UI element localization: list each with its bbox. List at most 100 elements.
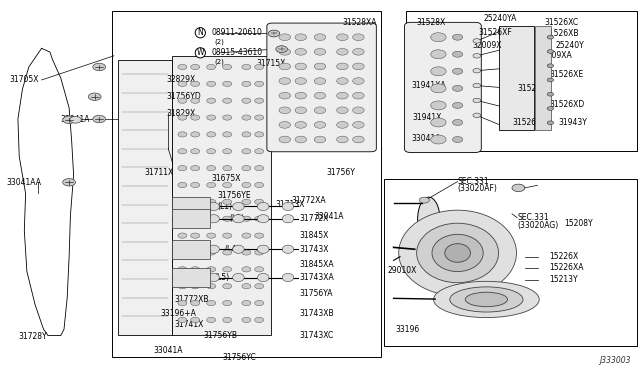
- Text: 32829X: 32829X: [166, 76, 196, 84]
- Circle shape: [337, 48, 348, 55]
- Text: W: W: [196, 48, 204, 57]
- Circle shape: [178, 182, 187, 187]
- Circle shape: [547, 121, 554, 125]
- Circle shape: [255, 301, 264, 306]
- Circle shape: [242, 149, 251, 154]
- Circle shape: [295, 63, 307, 70]
- Circle shape: [223, 283, 232, 289]
- Text: 25240Y: 25240Y: [556, 41, 584, 50]
- Circle shape: [242, 199, 251, 205]
- Circle shape: [314, 107, 326, 113]
- Circle shape: [223, 301, 232, 306]
- Text: 15208Y: 15208Y: [564, 219, 593, 228]
- Circle shape: [207, 199, 216, 205]
- Text: 31756YC: 31756YC: [223, 353, 257, 362]
- Ellipse shape: [257, 215, 269, 223]
- Bar: [172, 56, 271, 335]
- Text: 31845X: 31845X: [300, 231, 329, 240]
- Circle shape: [431, 135, 446, 144]
- Text: 31526XC: 31526XC: [544, 18, 578, 27]
- Circle shape: [191, 250, 200, 255]
- Circle shape: [223, 149, 232, 154]
- Ellipse shape: [208, 245, 220, 253]
- Circle shape: [93, 63, 106, 71]
- Circle shape: [207, 283, 216, 289]
- Circle shape: [353, 48, 364, 55]
- Text: 29010X: 29010X: [387, 266, 417, 275]
- Circle shape: [276, 46, 287, 52]
- Text: (2): (2): [214, 58, 224, 65]
- Text: (33020AG): (33020AG): [517, 221, 558, 230]
- Circle shape: [547, 49, 554, 53]
- Ellipse shape: [282, 215, 294, 223]
- Circle shape: [178, 132, 187, 137]
- Ellipse shape: [417, 197, 440, 242]
- Circle shape: [207, 250, 216, 255]
- Circle shape: [314, 34, 326, 41]
- Circle shape: [223, 132, 232, 137]
- Circle shape: [223, 199, 232, 205]
- Ellipse shape: [183, 273, 195, 282]
- Ellipse shape: [233, 273, 244, 282]
- Text: 31741X: 31741X: [174, 320, 204, 329]
- Bar: [172, 268, 210, 287]
- Text: 15226X: 15226X: [549, 252, 579, 261]
- Circle shape: [178, 233, 187, 238]
- Text: 31829X: 31829X: [166, 109, 196, 118]
- Circle shape: [547, 35, 554, 39]
- Text: 31756YE: 31756YE: [218, 191, 252, 200]
- Text: 31845XA: 31845XA: [300, 260, 334, 269]
- Circle shape: [337, 92, 348, 99]
- Circle shape: [207, 64, 216, 70]
- Ellipse shape: [233, 245, 244, 253]
- Circle shape: [279, 63, 291, 70]
- Circle shape: [279, 136, 291, 143]
- Text: 08915-43610: 08915-43610: [211, 48, 262, 57]
- Text: 31528XA: 31528XA: [342, 18, 377, 27]
- Circle shape: [223, 233, 232, 238]
- Circle shape: [93, 115, 106, 123]
- Text: 32009XA: 32009XA: [538, 51, 572, 60]
- Circle shape: [191, 216, 200, 221]
- Circle shape: [314, 78, 326, 84]
- Ellipse shape: [208, 273, 220, 282]
- Text: SEC.331: SEC.331: [458, 177, 489, 186]
- Circle shape: [242, 166, 251, 171]
- Circle shape: [207, 166, 216, 171]
- Circle shape: [242, 233, 251, 238]
- Circle shape: [314, 122, 326, 128]
- Circle shape: [255, 233, 264, 238]
- Circle shape: [473, 98, 481, 103]
- Text: 31772XA: 31772XA: [291, 196, 326, 205]
- Text: 31941X: 31941X: [413, 113, 442, 122]
- Circle shape: [191, 166, 200, 171]
- Circle shape: [255, 64, 264, 70]
- Circle shape: [473, 54, 481, 58]
- Text: 31943Y: 31943Y: [558, 118, 587, 126]
- Circle shape: [279, 92, 291, 99]
- Circle shape: [337, 63, 348, 70]
- Circle shape: [223, 81, 232, 86]
- Text: 31743X: 31743X: [300, 245, 329, 254]
- Circle shape: [314, 48, 326, 55]
- Ellipse shape: [257, 273, 269, 282]
- Text: 31756YD: 31756YD: [166, 92, 201, 101]
- Ellipse shape: [450, 287, 523, 312]
- Ellipse shape: [257, 245, 269, 253]
- Circle shape: [452, 51, 463, 57]
- Circle shape: [255, 98, 264, 103]
- Circle shape: [431, 67, 446, 76]
- Circle shape: [207, 233, 216, 238]
- Circle shape: [353, 63, 364, 70]
- Circle shape: [178, 301, 187, 306]
- Ellipse shape: [183, 202, 195, 211]
- Circle shape: [191, 115, 200, 120]
- Circle shape: [207, 267, 216, 272]
- Circle shape: [191, 317, 200, 323]
- Text: 31526XD: 31526XD: [549, 100, 584, 109]
- Circle shape: [242, 64, 251, 70]
- Text: 31756YA: 31756YA: [300, 289, 333, 298]
- Circle shape: [452, 34, 463, 40]
- Circle shape: [255, 283, 264, 289]
- Circle shape: [255, 216, 264, 221]
